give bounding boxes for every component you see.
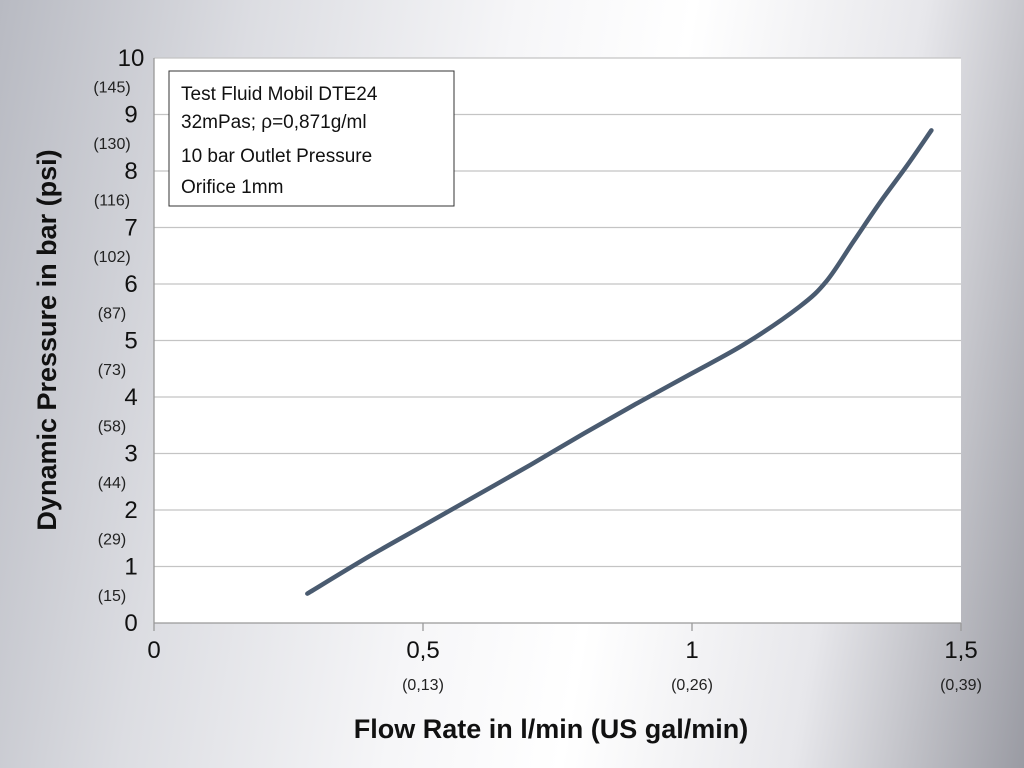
y-tick-label-secondary: (145) [93,79,130,96]
legend-box: Test Fluid Mobil DTE24 32mPas; ρ=0,871g/… [168,70,455,207]
y-tick-labels: 0 1 2 3 4 5 6 7 8 9 10 (15) (29) (44) (58) (73) (87) (102… [93,45,144,637]
y-tick-label: 1 [124,554,137,581]
annotation-line-4: Orifice 1mm [181,177,283,198]
y-tick-label: 10 [118,45,145,72]
y-tick-label-secondary: (44) [98,475,126,492]
x-tick-label: 0,5 [406,637,439,664]
y-tick-label: 9 [124,102,137,129]
y-tick-label-secondary: (116) [94,192,130,209]
y-tick-label-secondary: (87) [98,305,126,322]
x-tick-label-secondary: (0,39) [940,677,982,694]
y-tick-label-secondary: (58) [98,418,126,435]
y-tick-label: 6 [124,271,137,298]
annotation-line-2: 32mPas; ρ=0,871g/ml [181,112,367,133]
annotation-line-3: 10 bar Outlet Pressure [181,146,372,167]
series-line [305,128,934,596]
series [305,128,934,596]
y-axis-title: Dynamic Pressure in bar (psi) [32,149,62,530]
y-tick-label: 2 [124,497,137,524]
x-tick-label-secondary: (0,13) [402,677,444,694]
y-tick-label: 4 [124,384,137,411]
y-tick-label-secondary: (102) [93,249,130,266]
y-tick-label: 5 [124,328,137,355]
y-tick-label: 8 [124,158,137,185]
y-tick-label: 7 [124,215,137,242]
axes [153,58,962,631]
y-tick-label-secondary: (29) [98,531,126,548]
y-tick-label-secondary: (73) [98,362,126,379]
y-tick-label: 3 [124,441,137,468]
y-tick-label-secondary: (130) [93,136,130,153]
x-tick-labels: 0 0,5 (0,13) 1 (0,26) 1,5 (0,39) [147,637,982,694]
y-tick-label: 0 [124,610,137,637]
y-tick-label-secondary: (15) [98,588,126,605]
x-tick-label: 0 [147,637,160,664]
x-tick-label: 1 [685,637,698,664]
annotation-line-1: Test Fluid Mobil DTE24 [181,84,378,105]
x-tick-label-secondary: (0,26) [671,677,713,694]
x-tick-label: 1,5 [944,637,977,664]
x-axis-title: Flow Rate in l/min (US gal/min) [354,714,749,744]
